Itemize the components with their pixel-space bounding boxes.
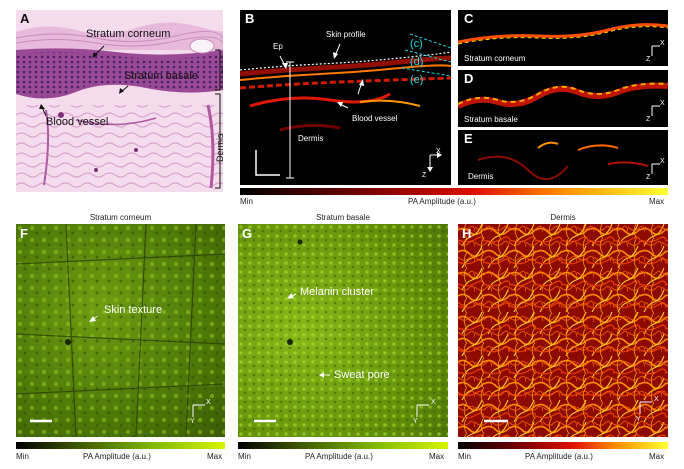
panel-c-image xyxy=(458,23,668,56)
skin-texture-label: Skin texture xyxy=(104,304,163,316)
colorbar-h xyxy=(458,442,668,449)
panel-c-caption: Stratum corneum xyxy=(464,54,526,63)
panel-g-image xyxy=(238,224,448,437)
panel-f-title: Stratum corneum xyxy=(89,213,152,222)
axis-z-label-b: Z xyxy=(422,172,427,179)
axis-x-label-f: X xyxy=(206,399,211,406)
panel-e-label: E xyxy=(464,131,473,146)
axis-y-label-f: Y xyxy=(190,418,195,425)
colorbar-top-min: Min xyxy=(240,197,253,206)
panel-a-label: A xyxy=(20,11,30,26)
histology-image xyxy=(16,10,223,192)
panel-b-label: B xyxy=(245,11,255,26)
axis-y-label-h: Y xyxy=(636,416,641,423)
panel-f-enface: F Skin texture X Y xyxy=(16,224,225,437)
colorbar-top xyxy=(240,188,668,195)
panel-f-label: F xyxy=(20,226,28,241)
colorbar-f xyxy=(16,442,225,449)
axis-x-label-e: X xyxy=(660,158,665,165)
panel-g-enface: G Melanin cluster Sweat pore X Y xyxy=(238,224,448,437)
panel-h-label: H xyxy=(462,226,472,241)
colorbar-h-min: Min xyxy=(458,452,471,461)
axis-z-label-c: Z xyxy=(646,56,651,63)
colorbar-g xyxy=(238,442,448,449)
sweat-pore-label: Sweat pore xyxy=(334,369,390,381)
roi-e-label: (e) xyxy=(410,74,424,86)
panel-d-label: D xyxy=(464,71,474,86)
axis-z-label-d: Z xyxy=(646,116,651,123)
stratum-basale-label: Stratum basale xyxy=(124,70,198,82)
axis-x-label-h: X xyxy=(654,396,659,403)
panel-g-label: G xyxy=(242,226,253,241)
colorbar-top-label: PA Amplitude (a.u.) xyxy=(408,197,476,206)
dermis-bracket-label: Dermis xyxy=(215,133,223,163)
panel-c-label: C xyxy=(464,11,474,26)
blood-vessel-label-b: Blood vessel xyxy=(352,114,398,123)
panel-b-bscan: B Ep Skin profile (c) (d) (e) Blood vess… xyxy=(240,10,451,185)
roi-d-label: (d) xyxy=(410,56,424,68)
ep-label: Ep xyxy=(273,42,283,51)
panel-g-title: Stratum basale xyxy=(316,213,370,222)
stratum-corneum-label: Stratum corneum xyxy=(86,28,171,40)
panel-d-bscan: D Stratum basale X Z xyxy=(458,70,668,127)
panel-c-bscan: C Stratum corneum X Z xyxy=(458,10,668,66)
ep-bracket-label: Ep xyxy=(221,64,223,74)
colorbar-f-label: PA Amplitude (a.u.) xyxy=(83,452,151,461)
roi-c-label: (c) xyxy=(410,38,423,50)
panel-e-caption: Dermis xyxy=(468,172,494,181)
skin-profile-label: Skin profile xyxy=(326,30,366,39)
colorbar-g-min: Min xyxy=(238,452,251,461)
axis-x-label-d: X xyxy=(660,100,665,107)
axis-x-label-c: X xyxy=(660,40,665,47)
panel-f-image xyxy=(16,224,225,437)
melanin-cluster-label: Melanin cluster xyxy=(300,286,374,298)
axis-x-label-b: X xyxy=(436,148,441,155)
dermis-label-b: Dermis xyxy=(298,134,324,143)
colorbar-g-max: Max xyxy=(429,452,445,461)
blood-vessel-label: Blood vessel xyxy=(46,116,109,128)
panel-h-title: Dermis xyxy=(550,213,576,222)
panel-d-caption: Stratum basale xyxy=(464,115,518,124)
panel-h-image xyxy=(458,224,668,437)
axis-z-label-e: Z xyxy=(646,174,651,181)
colorbar-h-label: PA Amplitude (a.u.) xyxy=(525,452,593,461)
colorbar-f-max: Max xyxy=(207,452,223,461)
panel-h-enface: H X Y xyxy=(458,224,668,437)
colorbar-top-max: Max xyxy=(649,197,665,206)
panel-e-image xyxy=(477,141,660,180)
panel-e-bscan: E Dermis X Z xyxy=(458,130,668,185)
axis-y-label-g: Y xyxy=(413,418,418,425)
bscan-image xyxy=(240,10,451,185)
colorbar-g-label: PA Amplitude (a.u.) xyxy=(305,452,373,461)
panel-a-histology: A Stratum corneum Stratum basale Blood v… xyxy=(16,10,223,192)
colorbar-f-min: Min xyxy=(16,452,29,461)
colorbar-h-max: Max xyxy=(649,452,665,461)
axis-x-label-g: X xyxy=(431,399,436,406)
panel-d-image xyxy=(458,82,668,116)
